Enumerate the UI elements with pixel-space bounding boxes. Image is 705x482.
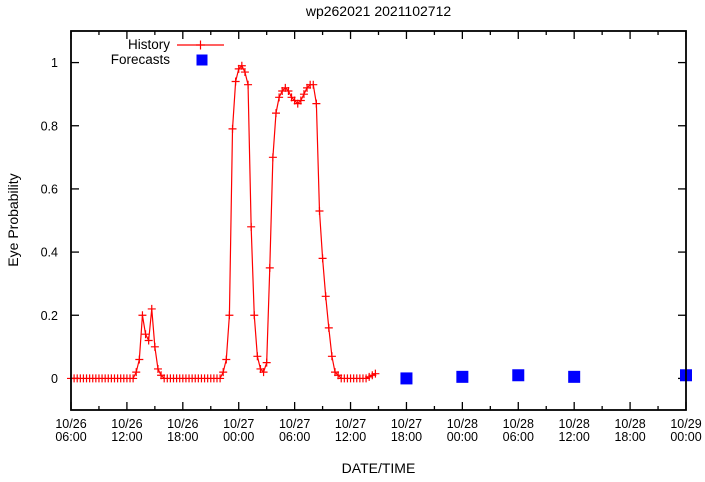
x-tick-label-date: 10/27 [223,417,254,431]
x-tick-label-date: 10/27 [335,417,366,431]
history-plus-markers [67,61,380,383]
y-tick-label: 0.6 [41,182,58,196]
forecast-square [512,369,525,382]
x-tick-label-time: 06:00 [55,430,86,444]
y-tick-label: 0.2 [41,309,58,323]
x-tick-label-time: 18:00 [391,430,422,444]
forecast-square [400,372,413,385]
x-tick-label-date: 10/29 [670,417,701,431]
x-tick-label-date: 10/28 [503,417,534,431]
plot-frame [70,30,687,411]
chart-title: wp262021 2021102712 [305,3,452,19]
x-tick-label-time: 00:00 [670,430,701,444]
y-tick-label: 1 [51,56,58,70]
x-tick-label-time: 18:00 [614,430,645,444]
x-tick-label-date: 10/26 [55,417,86,431]
x-axis-label: DATE/TIME [341,460,416,476]
y-tick-label: 0.4 [41,246,58,260]
forecast-square [568,370,581,383]
x-tick-label-time: 00:00 [447,430,478,444]
x-tick-label-date: 10/27 [279,417,310,431]
y-tick-label: 0 [51,372,58,386]
x-tick-label-date: 10/28 [447,417,478,431]
legend-label-forecasts: Forecasts [110,52,170,67]
x-tick-label-time: 18:00 [167,430,198,444]
y-axis-label: Eye Probability [5,173,21,267]
x-tick-label-date: 10/26 [111,417,142,431]
x-tick-label-time: 00:00 [223,430,254,444]
x-tick-label-time: 06:00 [503,430,534,444]
x-tick-label-date: 10/28 [559,417,590,431]
legend-label-history: History [127,37,170,52]
forecast-square [456,370,469,383]
x-tick-label-time: 06:00 [279,430,310,444]
x-tick-label-date: 10/27 [391,417,422,431]
y-tick-label: 0.8 [41,119,58,133]
x-tick-label-time: 12:00 [335,430,366,444]
x-tick-label-date: 10/26 [167,417,198,431]
x-tick-label-time: 12:00 [111,430,142,444]
x-tick-label-time: 12:00 [559,430,590,444]
history-line [71,64,376,380]
legend-history-plus-icon [196,40,205,50]
legend-forecasts-square-icon [196,54,208,66]
x-tick-label-date: 10/28 [614,417,645,431]
